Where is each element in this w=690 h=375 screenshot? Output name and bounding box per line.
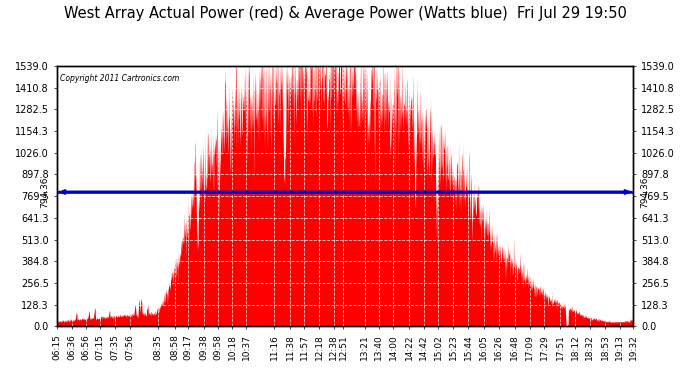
Text: Copyright 2011 Cartronics.com: Copyright 2011 Cartronics.com xyxy=(59,74,179,83)
Text: 794.36: 794.36 xyxy=(41,176,50,208)
Text: West Array Actual Power (red) & Average Power (Watts blue)  Fri Jul 29 19:50: West Array Actual Power (red) & Average … xyxy=(63,6,627,21)
Text: 794.36: 794.36 xyxy=(640,176,649,208)
